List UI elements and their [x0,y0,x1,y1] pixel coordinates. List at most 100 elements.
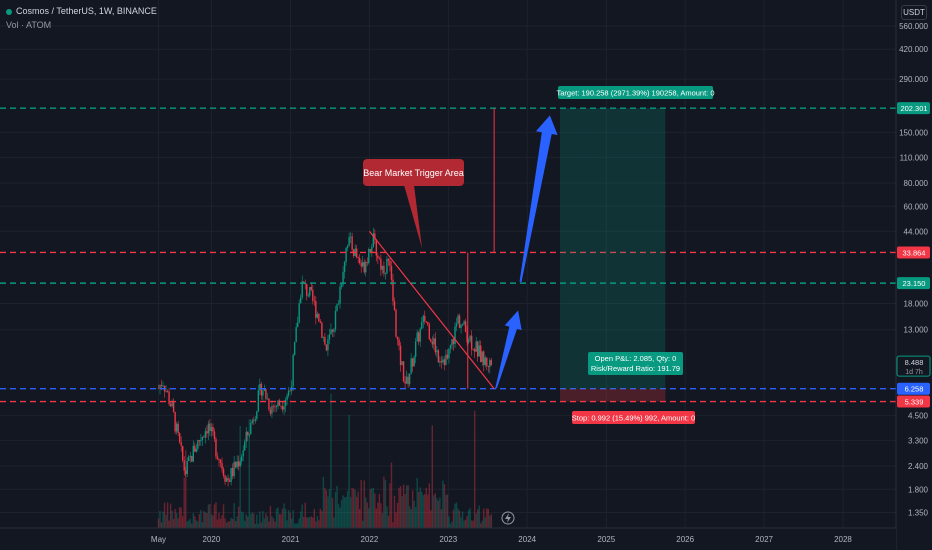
candle-body [242,450,244,457]
candle-body [351,236,353,250]
candle-body [195,448,198,452]
candle-body [443,359,446,366]
stop-zone [560,388,666,402]
candle-body [348,236,350,246]
arrow-up-2 [519,115,558,283]
volume-bar [283,503,285,528]
volume-bar [424,494,426,528]
candle-body [191,455,193,462]
level-badge-label[interactable]: 33.864 [903,248,926,257]
volume-bar [195,520,198,528]
candle-body [461,324,464,325]
candle-body [262,391,264,396]
candle-body [481,351,483,362]
candle-body [466,332,468,343]
lightning-glyph-icon [505,513,511,523]
volume-bar [233,503,235,528]
volume-bar [473,410,476,528]
candle-body [430,339,432,342]
bear-market-callout[interactable]: Bear Market Trigger Area [363,168,464,178]
candle-body [306,284,308,296]
candle-body [404,381,406,384]
candle-body [427,322,429,325]
volume-bar [490,514,493,528]
candle-body [455,323,458,327]
price-axis[interactable]: 560.000 420.000 290.000 150.000 110.000 80.00… [895,0,932,550]
volume-bar [293,523,296,528]
time-tick-label: 2027 [755,535,773,544]
currency-badge[interactable]: USDT [901,5,927,20]
candle-body [292,354,294,387]
current-price-label[interactable]: 8.488 [905,358,924,367]
time-axis-bg [0,528,896,550]
volume-bar [218,512,220,528]
volume-bar [225,522,228,528]
candle-body [325,344,328,351]
price-tick-label: 110.000 [900,153,929,162]
volume-label[interactable]: Vol · ATOM [6,20,52,30]
level-badge-label[interactable]: 5.339 [905,398,924,407]
volume-bar [440,509,443,528]
volume-bar [303,516,305,528]
volume-bar [203,510,205,528]
volume-bar [265,513,267,528]
volume-bar [231,518,234,528]
risk-reward-label[interactable]: Risk/Reward Ratio: 191.79 [591,364,680,373]
candle-body [188,456,190,462]
stop-label[interactable]: Stop: 0.992 (15.49%) 992, Amount: 0 [572,414,695,423]
price-tick-label: 3.300 [908,436,929,445]
volume-bar [392,522,394,528]
volume-bar [194,516,196,528]
candle-body [442,359,444,363]
candle-body [402,361,405,382]
candle-body [250,422,252,435]
volume-bar [228,521,231,528]
candle-body [393,301,396,310]
volume-bar [200,509,202,528]
volume-bar [434,493,437,528]
volume-bar [251,512,253,528]
candlestick-series [157,227,493,487]
volume-bar [365,497,367,528]
candle-body [355,248,358,258]
price-tick-label: 4.500 [908,411,929,420]
target-label[interactable]: Target: 190.258 (2971.39%) 190258, Amoun… [556,89,714,98]
candle-body [331,329,334,332]
candle-body [253,420,255,422]
candle-body [433,338,435,345]
candle-body [473,349,476,352]
volume-bar [159,511,161,528]
volume-bar [349,497,352,528]
volume-bar [354,490,356,528]
symbol-title[interactable]: Cosmos / TetherUS, 1W, BINANCE [16,6,157,16]
candle-body [342,272,344,285]
stop-label-box [572,411,695,424]
price-tick-label: 1.800 [908,485,929,494]
volume-bar [343,497,346,528]
volume-bar [222,504,225,528]
volume-bar [181,516,184,528]
time-axis[interactable]: May 2020 2021 2022 2023 2024 2025 2026 2027 2028 [0,527,896,550]
candle-body [490,360,493,366]
volume-bar [248,419,250,528]
volume-bar [383,476,385,528]
volume-bar [215,502,217,528]
volume-bar [237,506,240,528]
volume-bar [346,490,349,528]
volume-bar [451,521,453,528]
volume-bar [483,508,485,528]
volume-bar [263,518,266,528]
candle-body [239,461,241,467]
level-badge-label[interactable]: 202.301 [900,104,927,113]
open-pnl-label[interactable]: Open P&L: 2.085, Qty: 0 [595,354,677,363]
volume-bar [177,518,179,528]
volume-bar [458,510,461,528]
volume-bar [277,507,279,528]
volume-bar [421,491,423,528]
level-badge-label[interactable]: 6.258 [905,385,924,394]
level-badge-label[interactable]: 23.150 [903,279,926,288]
volume-bar [486,508,488,528]
candle-body [318,313,320,322]
candle-body [425,321,427,323]
